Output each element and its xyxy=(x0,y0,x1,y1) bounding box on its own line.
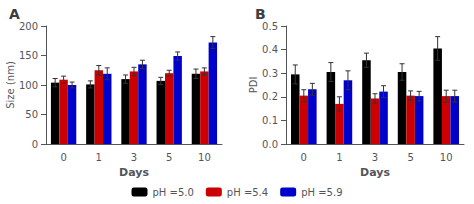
svg-text:10: 10 xyxy=(198,152,211,163)
svg-text:PDI: PDI xyxy=(248,77,259,94)
svg-text:50: 50 xyxy=(25,109,38,120)
svg-text:0.1: 0.1 xyxy=(262,115,278,126)
svg-text:Days: Days xyxy=(360,166,390,179)
svg-text:0: 0 xyxy=(32,139,38,150)
svg-text:Days: Days xyxy=(119,166,149,179)
svg-text:pH =5.0: pH =5.0 xyxy=(153,187,194,198)
svg-text:200: 200 xyxy=(19,21,38,32)
svg-text:1: 1 xyxy=(336,152,342,163)
svg-text:pH =5.9: pH =5.9 xyxy=(301,187,342,198)
svg-text:5: 5 xyxy=(407,152,413,163)
svg-text:0.0: 0.0 xyxy=(262,139,278,150)
svg-text:5: 5 xyxy=(166,152,172,163)
svg-text:1: 1 xyxy=(96,152,102,163)
svg-text:10: 10 xyxy=(440,152,453,163)
svg-text:B: B xyxy=(255,6,266,22)
svg-text:0: 0 xyxy=(301,152,307,163)
svg-text:A: A xyxy=(9,6,20,22)
svg-text:Size (nm): Size (nm) xyxy=(5,61,16,109)
svg-text:0.2: 0.2 xyxy=(262,91,278,102)
svg-text:pH =5.4: pH =5.4 xyxy=(227,187,268,198)
svg-text:0.5: 0.5 xyxy=(262,21,278,32)
svg-text:150: 150 xyxy=(19,50,38,61)
svg-text:0.4: 0.4 xyxy=(262,44,278,55)
svg-text:0: 0 xyxy=(60,152,66,163)
svg-text:0.3: 0.3 xyxy=(262,68,278,79)
svg-text:3: 3 xyxy=(372,152,378,163)
svg-text:100: 100 xyxy=(19,80,38,91)
svg-text:3: 3 xyxy=(131,152,137,163)
